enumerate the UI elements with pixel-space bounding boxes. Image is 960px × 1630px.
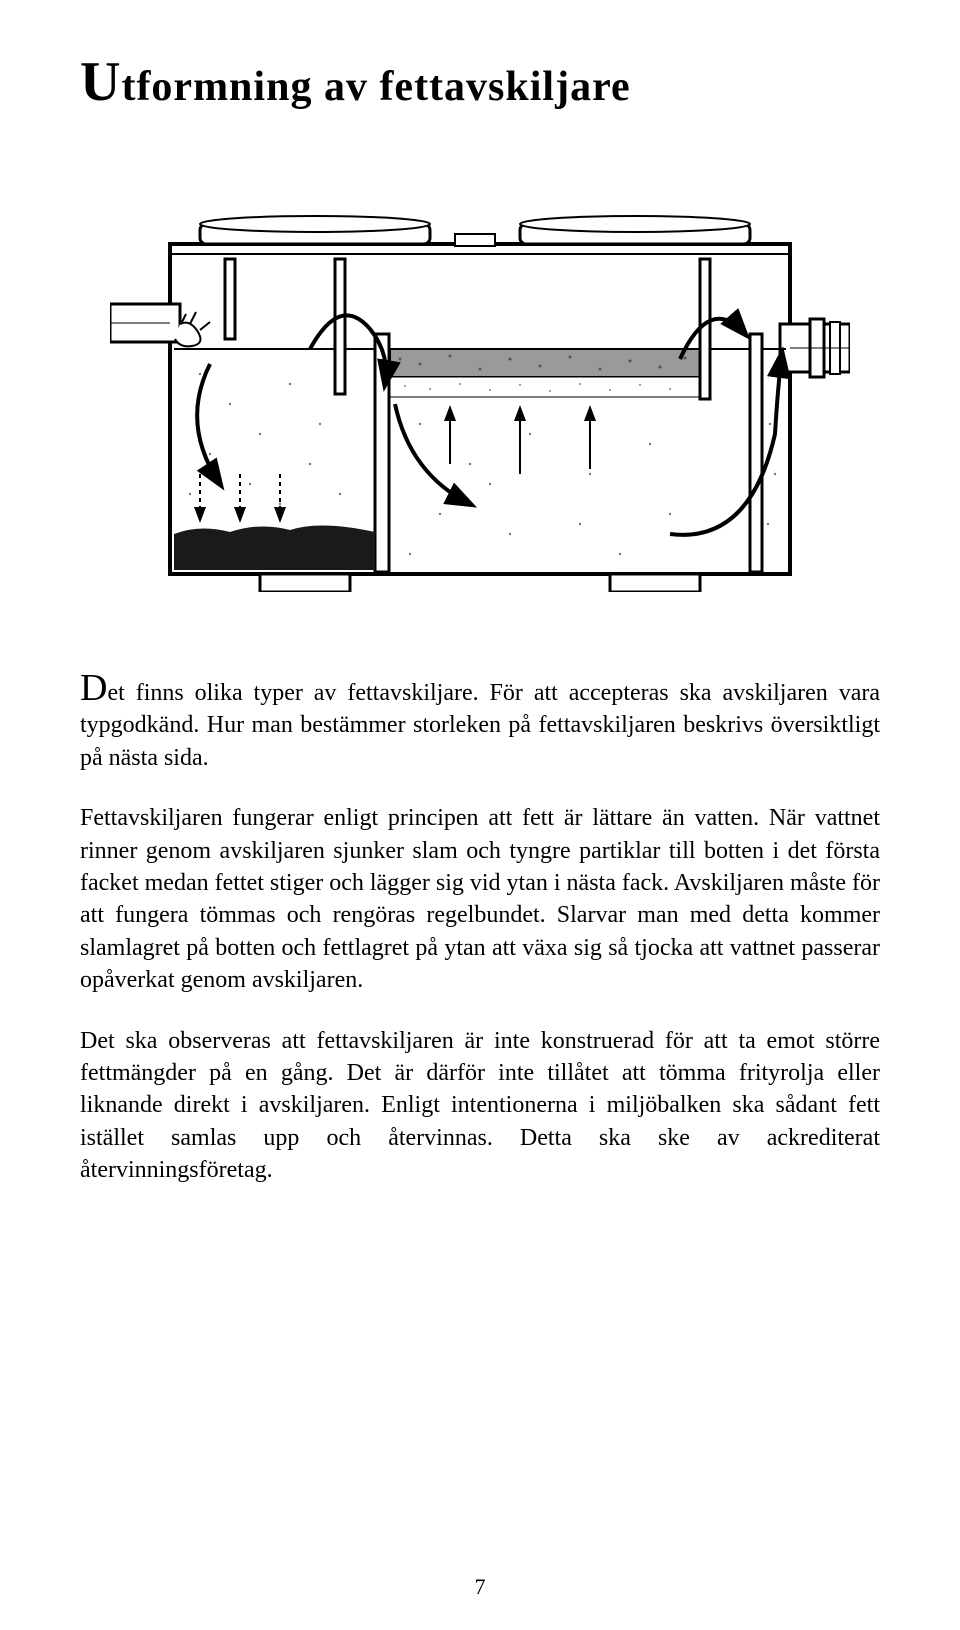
page-number: 7: [0, 1574, 960, 1600]
grease-trap-diagram: [110, 174, 850, 619]
paragraph-1: Det finns olika typer av fettavskiljare.…: [80, 669, 880, 774]
title-capital: U: [80, 51, 121, 113]
para1-rest: et finns olika typer av fettavskiljare. …: [80, 680, 880, 771]
para1-cap: D: [80, 667, 107, 709]
page-title: Utformning av fettavskiljare: [80, 50, 880, 114]
title-rest: tformning av fettavskiljare: [121, 64, 630, 110]
paragraph-2: Fettavskiljaren fungerar enligt principe…: [80, 802, 880, 996]
paragraph-3: Det ska observeras att fettavskiljaren ä…: [80, 1025, 880, 1187]
